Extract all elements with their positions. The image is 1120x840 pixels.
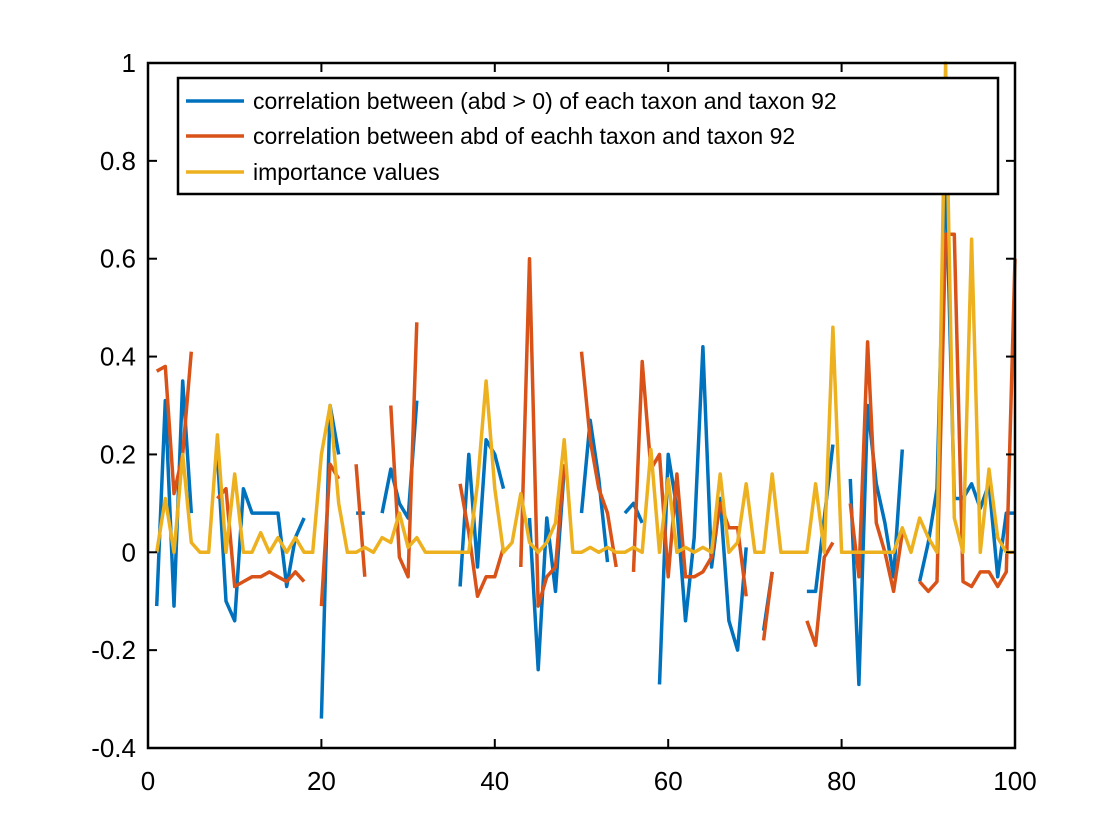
series-layer (154, 61, 1017, 719)
x-tick-label-3: 60 (654, 766, 683, 796)
y-tick-label-3: 0.2 (100, 439, 136, 469)
legend-label-1: correlation between abd of eachh taxon a… (253, 123, 795, 149)
y-tick-label-7: 1 (122, 48, 136, 78)
x-tick-label-1: 20 (307, 766, 336, 796)
axes-box (146, 61, 1017, 750)
x-tick-label-4: 80 (827, 766, 856, 796)
y-tick-label-0: -0.4 (91, 733, 136, 763)
legend-label-0: correlation between (abd > 0) of each ta… (253, 88, 837, 114)
x-tick-label-0: 0 (141, 766, 155, 796)
legend-box (176, 76, 1000, 196)
y-tick-label-1: -0.2 (91, 635, 136, 665)
y-tick-label-5: 0.6 (100, 244, 136, 274)
y-tick-label-4: 0.4 (100, 342, 136, 372)
series-line-2 (154, 61, 1015, 555)
x-tick-label-5: 100 (993, 766, 1036, 796)
x-tick-label-2: 40 (480, 766, 509, 796)
y-tick-label-2: 0 (122, 537, 136, 567)
legend: correlation between (abd > 0) of each ta… (176, 76, 1000, 196)
y-tick-label-6: 0.8 (100, 146, 136, 176)
ticks-layer: 0 20 40 60 80 100 -0.4 -0.2 0 0.2 0.4 0.6 0.8 1 (91, 48, 1037, 796)
series-line-1 (155, 232, 1017, 648)
legend-label-2: importance values (253, 159, 440, 185)
